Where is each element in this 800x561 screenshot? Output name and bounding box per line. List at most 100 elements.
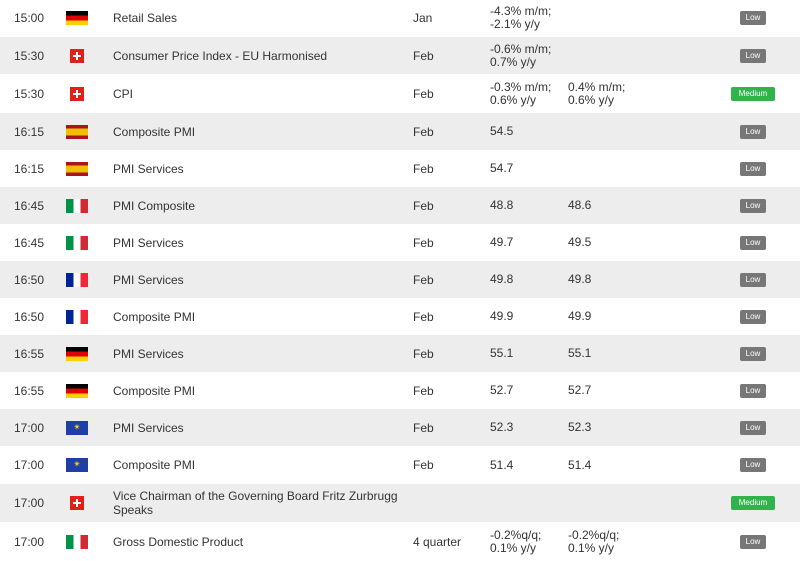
event-name[interactable]: PMI Services: [113, 161, 184, 176]
event-time: 17:00: [14, 458, 45, 472]
impact-cell: Medium: [720, 484, 786, 522]
actual-value-line: -0.3% m/m;: [490, 79, 552, 94]
forecast-value: 49.5: [568, 224, 643, 261]
impact-badge: Low: [740, 458, 766, 472]
table-row[interactable]: 16:15 Composite PMI Feb 54.5 Low: [0, 113, 800, 150]
country-flag-cell: [66, 0, 90, 37]
table-row[interactable]: 16:50 PMI Services Feb 49.8 49.8 Low: [0, 261, 800, 298]
actual-value-line: 49.7: [490, 235, 514, 249]
table-row[interactable]: 16:15 PMI Services Feb 54.7 Low: [0, 150, 800, 187]
forecast-value: [568, 0, 643, 37]
event-time: 16:45: [14, 198, 45, 213]
de-flag-icon: [66, 10, 88, 25]
event-period: Feb: [413, 198, 434, 213]
impact-cell: Low: [720, 0, 786, 37]
event-period: Feb: [413, 458, 434, 472]
event-time: 16:55: [14, 346, 45, 361]
event-time: 17:00: [14, 496, 45, 510]
event-time: 16:15: [14, 161, 45, 176]
impact-badge: Low: [740, 272, 766, 287]
event-name[interactable]: PMI Services: [113, 235, 184, 250]
impact-cell: Low: [720, 150, 786, 187]
eu-flag-icon: [66, 458, 88, 472]
forecast-value-line: 49.8: [568, 272, 592, 286]
event-name[interactable]: CPI: [113, 86, 134, 101]
event-name[interactable]: Composite PMI: [113, 309, 196, 324]
event-time: 16:15: [14, 124, 45, 139]
event-period: Feb: [413, 272, 434, 287]
forecast-value: 0.4% m/m; 0.6% y/y: [568, 74, 643, 113]
table-row[interactable]: 15:00 Retail Sales Jan -4.3% m/m; -2.1% y/y L…: [0, 0, 800, 37]
table-row[interactable]: 17:00 Vice Chairman of the Governing Boar…: [0, 484, 800, 522]
event-name[interactable]: Consumer Price Index - EU Harmonised: [113, 48, 328, 63]
impact-cell: Low: [720, 522, 786, 561]
actual-value-line: -2.1% y/y: [490, 16, 541, 31]
impact-cell: Low: [720, 261, 786, 298]
table-row[interactable]: 17:00 PMI Services Feb 52.3 52.3 Low: [0, 409, 800, 446]
impact-badge: Low: [740, 534, 766, 549]
impact-cell: Low: [720, 446, 786, 484]
country-flag-cell: [66, 409, 90, 446]
event-name[interactable]: Composite PMI: [113, 124, 196, 139]
table-row[interactable]: 16:55 PMI Services Feb 55.1 55.1 Low: [0, 335, 800, 372]
event-time: 15:30: [14, 86, 45, 101]
event-name[interactable]: PMI Composite: [113, 198, 196, 213]
impact-badge: Low: [740, 420, 766, 435]
country-flag-cell: [66, 261, 90, 298]
event-name[interactable]: PMI Services: [113, 346, 184, 361]
event-name[interactable]: Gross Domestic Product: [113, 534, 244, 549]
event-period: 4 quarter: [413, 534, 462, 549]
fr-flag-icon: [66, 309, 88, 324]
actual-value: -4.3% m/m; -2.1% y/y: [490, 0, 565, 37]
event-time: 15:30: [14, 48, 45, 63]
table-row[interactable]: 16:55 Composite PMI Feb 52.7 52.7 Low: [0, 372, 800, 409]
forecast-value: [568, 37, 643, 74]
forecast-value: [568, 113, 643, 150]
table-row[interactable]: 15:30 Consumer Price Index - EU Harmonise…: [0, 37, 800, 74]
event-name[interactable]: Vice Chairman of the Governing Board Fri…: [113, 489, 398, 517]
table-row[interactable]: 16:45 PMI Composite Feb 48.8 48.6 Low: [0, 187, 800, 224]
forecast-value: 51.4: [568, 446, 643, 484]
impact-cell: Medium: [720, 74, 786, 113]
table-row[interactable]: 17:00 Gross Domestic Product 4 quarter -0.2…: [0, 522, 800, 561]
de-flag-icon: [66, 383, 88, 398]
de-flag-icon: [66, 346, 88, 361]
actual-value: 49.7: [490, 224, 565, 261]
impact-badge: Low: [740, 48, 766, 63]
event-period: Feb: [413, 86, 434, 101]
forecast-value-line: 49.5: [568, 235, 592, 249]
impact-badge: Medium: [731, 86, 775, 101]
actual-value: 49.9: [490, 298, 565, 335]
impact-badge: Low: [740, 161, 766, 176]
event-period: Feb: [413, 420, 434, 435]
event-period: Feb: [413, 346, 434, 361]
table-row[interactable]: 15:30 CPI Feb -0.3% m/m; 0.6% y/y 0.4% m/m; 0.…: [0, 74, 800, 113]
impact-badge: Low: [740, 10, 766, 25]
forecast-value-line: 55.1: [568, 346, 592, 360]
event-name[interactable]: PMI Services: [113, 272, 184, 287]
actual-value-line: 0.7% y/y: [490, 54, 537, 69]
actual-value: [490, 484, 565, 522]
event-time: 16:45: [14, 235, 45, 250]
table-row[interactable]: 16:45 PMI Services Feb 49.7 49.5 Low: [0, 224, 800, 261]
event-name[interactable]: Composite PMI: [113, 383, 196, 398]
event-time: 15:00: [14, 10, 45, 25]
event-time: 16:50: [14, 309, 45, 324]
impact-badge: Low: [740, 346, 766, 361]
table-row[interactable]: 16:50 Composite PMI Feb 49.9 49.9 Low: [0, 298, 800, 335]
eu-flag-icon: [66, 420, 88, 435]
country-flag-cell: [66, 446, 90, 484]
event-name[interactable]: Composite PMI: [113, 458, 196, 472]
actual-value: 49.8: [490, 261, 565, 298]
event-name[interactable]: Retail Sales: [113, 10, 178, 25]
actual-value-line: 52.3: [490, 420, 514, 434]
es-flag-icon: [66, 161, 88, 176]
country-flag-cell: [66, 372, 90, 409]
event-period: Feb: [413, 235, 434, 250]
country-flag-cell: [66, 335, 90, 372]
actual-value-line: -0.2%q/q;: [490, 527, 542, 542]
table-row[interactable]: 17:00 Composite PMI Feb 51.4 51.4 Low: [0, 446, 800, 484]
ch-flag-icon: [70, 48, 84, 63]
event-name[interactable]: PMI Services: [113, 420, 184, 435]
forecast-value-line: 51.4: [568, 457, 592, 472]
